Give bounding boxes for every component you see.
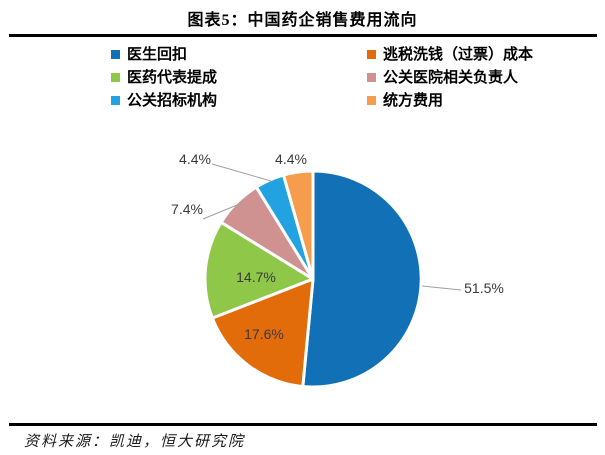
pie-data-label-3: 14.7% <box>236 269 276 285</box>
legend: 医生回扣 逃税洗钱（过票）成本 医药代表提成 公关医院相关负责人 公关招标机构 … <box>111 42 533 111</box>
legend-marker-icon <box>367 49 376 59</box>
chart-title: 图表5：中国药企销售费用流向 <box>187 12 418 29</box>
pie-data-label-4: 7.4% <box>171 201 203 217</box>
pie-data-label-2: 17.6% <box>244 326 284 342</box>
pie-data-label-1: 51.5% <box>464 280 504 296</box>
pie-data-label-5: 4.4% <box>179 151 211 167</box>
legend-label: 公关医院相关负责人 <box>383 70 519 86</box>
top-rule <box>9 34 597 37</box>
legend-item-bidding-pr: 公关招标机构 <box>111 88 367 111</box>
legend-label: 统方费用 <box>383 93 444 109</box>
leader-line-5 <box>211 163 272 182</box>
leader-line-4 <box>202 202 243 220</box>
source-note: 资料来源：凯迪，恒大研究院 <box>24 434 246 450</box>
legend-marker-icon <box>367 72 376 82</box>
legend-item-prescription-fee: 统方费用 <box>367 88 533 111</box>
legend-label: 医生回扣 <box>127 47 188 63</box>
legend-label: 公关招标机构 <box>127 93 218 109</box>
legend-label: 逃税洗钱（过票）成本 <box>383 47 534 63</box>
legend-item-tax-evasion: 逃税洗钱（过票）成本 <box>367 42 533 65</box>
legend-item-hospital-pr: 公关医院相关负责人 <box>367 65 533 88</box>
legend-label: 医药代表提成 <box>127 70 218 86</box>
legend-item-rep-commission: 医药代表提成 <box>111 65 367 88</box>
leader-line-1 <box>421 285 462 291</box>
pie-slice-2 <box>210 277 315 388</box>
pie-slice-6 <box>282 169 315 281</box>
legend-item-doctor-kickback: 医生回扣 <box>111 42 367 65</box>
pie-slice-3 <box>203 220 315 320</box>
legend-marker-icon <box>111 72 120 82</box>
legend-marker-icon <box>111 95 120 105</box>
bottom-rule <box>9 423 597 426</box>
pie-data-label-6: 4.4% <box>275 151 307 167</box>
legend-marker-icon <box>111 49 120 59</box>
legend-marker-icon <box>367 95 376 105</box>
pie-slice-1 <box>301 169 423 389</box>
